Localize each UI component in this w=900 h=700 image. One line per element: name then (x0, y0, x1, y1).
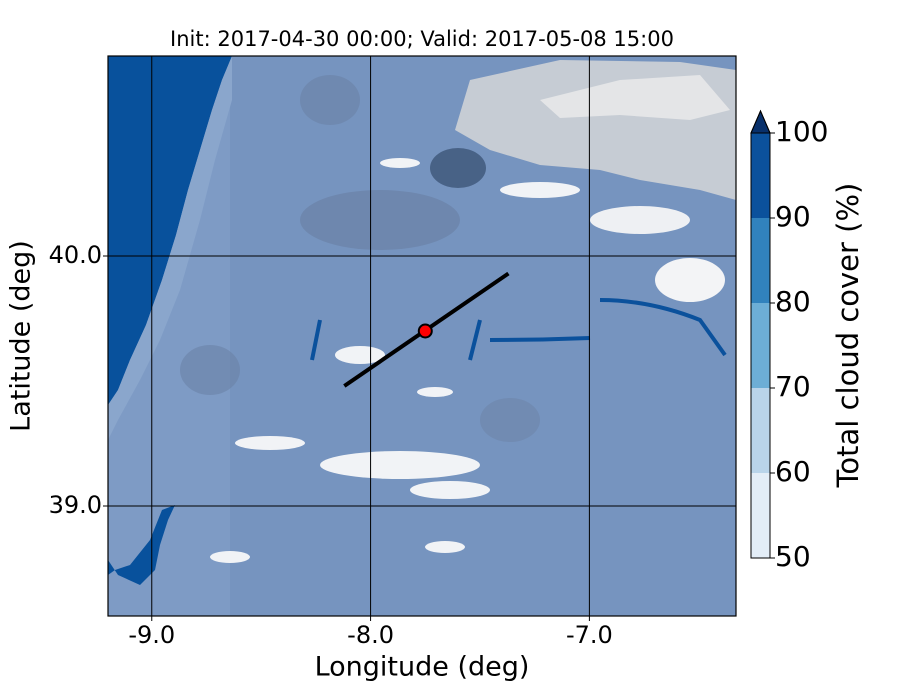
colorbar-label: Total cloud cover (%) (831, 183, 865, 489)
cloud-patch (380, 158, 420, 168)
x-tick-label: -8.0 (347, 621, 394, 649)
cloud-patch (320, 451, 480, 479)
colorbar-segment (751, 303, 770, 388)
colorbar-tick-label: 90 (775, 200, 811, 233)
terrain-ridge (300, 75, 360, 125)
colorbar-segment (751, 133, 770, 218)
terrain-ridge (180, 345, 240, 395)
cloud-patch (335, 346, 385, 364)
x-axis-label: Longitude (deg) (315, 652, 530, 683)
cloud-patch (410, 481, 490, 499)
river (310, 298, 727, 361)
coast-strip (108, 56, 232, 440)
colorbar-tick-label: 60 (775, 455, 811, 488)
x-tick-label: -7.0 (566, 621, 613, 649)
colorbar-segment (751, 218, 770, 303)
colorbar: 50 60 70 80 90 100 (750, 109, 828, 573)
colorbar-outline (750, 109, 771, 559)
estuary (108, 505, 175, 585)
colorbar-tick-label: 70 (775, 370, 811, 403)
colorbar-tick-label: 50 (775, 540, 811, 573)
x-tick-label: -9.0 (128, 621, 175, 649)
overlay (343, 271, 510, 388)
colorbar-tick-label: 80 (775, 285, 811, 318)
cloud-light (540, 75, 730, 120)
colorbar-extend (750, 109, 771, 134)
colorbar-segment (751, 473, 770, 558)
colorbar-tick-label: 100 (775, 115, 828, 148)
map-background (108, 56, 736, 616)
terrain-ridge (480, 398, 540, 442)
cloud-patch (417, 387, 453, 397)
cloud-patch (425, 541, 465, 553)
grid (103, 56, 736, 621)
terrain-peak (430, 148, 486, 188)
cloud-patch (655, 258, 725, 302)
cloud-patch (235, 436, 305, 450)
terrain-ridge (300, 190, 460, 250)
colorbar-segment (751, 388, 770, 473)
y-tick-label: 39.0 (49, 491, 102, 519)
chart-title: Init: 2017-04-30 00:00; Valid: 2017-05-0… (170, 27, 674, 51)
marker-point (417, 323, 433, 339)
y-tick-label: 40.0 (49, 241, 102, 269)
cloud-patch (210, 551, 250, 563)
cloud-patch (590, 206, 690, 234)
sea (108, 56, 232, 405)
plot-frame (107, 55, 737, 617)
cloud-patch (500, 182, 580, 198)
y-axis-label: Latitude (deg) (6, 240, 37, 432)
